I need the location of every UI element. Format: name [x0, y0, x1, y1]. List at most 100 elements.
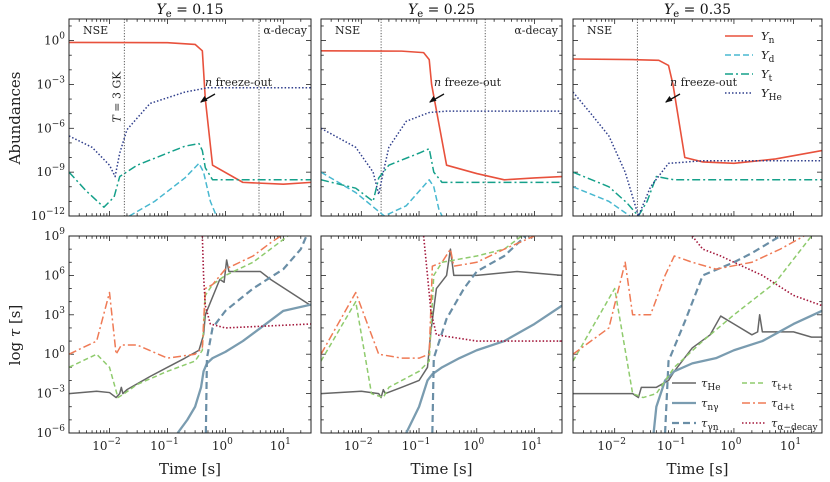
y-tick-label: 109	[44, 227, 65, 243]
x-tick-exponent: 0	[227, 437, 233, 447]
series-line-gn	[431, 236, 527, 433]
y-axis-label-tau: τ	[6, 328, 24, 337]
y-tick-exponent: −6	[52, 119, 66, 129]
series-line-dt	[573, 236, 805, 355]
column-title-subscript: e	[417, 9, 423, 20]
x-tick-label: 100	[212, 437, 233, 453]
x-tick-label: 100	[463, 437, 484, 453]
y-ticks	[321, 25, 562, 217]
y-ticks	[69, 235, 311, 434]
t3gk-text: = 3 GK	[110, 71, 123, 115]
y-tick-base: 10	[36, 121, 51, 135]
y-axis-label-top: Abundances	[6, 72, 24, 166]
column-titles: Ye = 0.15 Ye = 0.25 Ye = 0.35	[157, 2, 731, 20]
freeze-out-arrowhead-icon	[429, 96, 437, 103]
x-axis-label: Time [s]	[666, 460, 728, 478]
panel-frame	[572, 18, 823, 217]
y-tick-label: 10−6	[36, 424, 65, 440]
series-group	[321, 236, 562, 433]
freeze-out-arrowhead-icon	[200, 96, 208, 103]
series-line-gn	[204, 236, 308, 433]
y-ticks	[573, 25, 822, 217]
y-tick-base: 10	[44, 347, 59, 361]
series-line-ng	[405, 304, 562, 433]
series-line-dt	[321, 236, 535, 359]
column-title-value: = 0.25	[423, 2, 475, 18]
y-tick-exponent: 0	[59, 345, 65, 355]
freeze-out-text: freeze-out	[212, 76, 273, 89]
y-tick-exponent: 9	[59, 227, 65, 237]
panel-frame	[68, 18, 312, 217]
column-title-symbol: Y	[157, 2, 168, 18]
legend-symbol: τ	[701, 376, 708, 390]
series-line-tt	[573, 236, 813, 399]
y-tick-label: 10−9	[36, 163, 65, 179]
y-tick-label: 10−3	[36, 385, 65, 401]
x-ticks	[572, 19, 823, 216]
x-axis-label: Time [s]	[410, 460, 472, 478]
column-title: Ye = 0.15	[157, 2, 224, 20]
x-tick-exponent: −1	[165, 437, 178, 447]
y-tick-base: 10	[36, 387, 51, 401]
series-line-gn	[663, 236, 781, 433]
x-tick-base: 10	[521, 439, 536, 453]
panel-bottom-3: 10−2 10−1 100 101	[572, 235, 823, 453]
legend-label-YHe: YHe	[761, 86, 782, 103]
freeze-out-label: n freeze-out	[205, 76, 273, 89]
x-tick-base: 10	[344, 439, 359, 453]
x-tick-label: 10−1	[402, 437, 431, 453]
x-tick-base: 10	[720, 439, 735, 453]
legend-subscript: nγ	[707, 403, 718, 413]
series-line-Yd	[573, 186, 631, 216]
legend-subscript: He	[769, 93, 782, 103]
x-tick-exponent: −2	[108, 437, 121, 447]
y-tick-exponent: 0	[59, 32, 65, 42]
y-tick-label: 103	[44, 306, 65, 322]
panel-frame	[320, 18, 563, 217]
nse-label: NSE	[83, 24, 108, 37]
x-tick-label: 10−1	[657, 437, 686, 453]
legend-label-He: τHe	[701, 376, 721, 393]
y-ticks	[69, 25, 311, 217]
x-tick-exponent: −2	[613, 437, 626, 447]
panel-frame	[572, 235, 823, 434]
series-line-Yn	[573, 58, 822, 165]
series-line-YHe	[69, 86, 311, 178]
series-group	[69, 41, 311, 216]
column-title-symbol: Y	[408, 2, 419, 18]
x-tick-label: 101	[270, 437, 291, 453]
series-line-He	[321, 248, 562, 399]
x-tick-base: 10	[92, 439, 107, 453]
x-tick-exponent: 1	[795, 437, 801, 447]
x-ticks	[68, 236, 312, 433]
legend-label-Yd: Yd	[761, 48, 775, 65]
x-tick-base: 10	[402, 439, 417, 453]
legend-label-gn: τγn	[701, 416, 719, 433]
legend-label-dt: τd+t	[771, 396, 795, 413]
legend-subscript: γn	[707, 423, 718, 433]
y-tick-exponent: −12	[46, 207, 65, 217]
freeze-out-label: n freeze-out	[670, 76, 738, 89]
x-tick-base: 10	[780, 439, 795, 453]
series-line-ad	[691, 236, 822, 307]
freeze-out-n: n	[670, 76, 677, 89]
legend-symbol: τ	[701, 416, 708, 430]
legend-subscript: t	[769, 74, 773, 84]
legend-symbol: τ	[771, 376, 778, 390]
x-tick-label: 10−1	[150, 437, 179, 453]
y-tick-exponent: 3	[59, 306, 65, 316]
legend-subscript: d+t	[777, 403, 794, 413]
t3gk-label: T = 3 GK	[110, 71, 123, 123]
series-line-Yd	[128, 162, 218, 216]
y-tick-base: 10	[36, 426, 51, 440]
column-title-subscript: e	[673, 9, 679, 20]
series-line-Yd	[321, 171, 443, 216]
series-group	[321, 50, 562, 216]
x-tick-label: 10−2	[597, 437, 626, 453]
legend-subscript: n	[769, 36, 775, 46]
freeze-out-n: n	[434, 76, 441, 89]
series-line-tt	[321, 236, 523, 399]
